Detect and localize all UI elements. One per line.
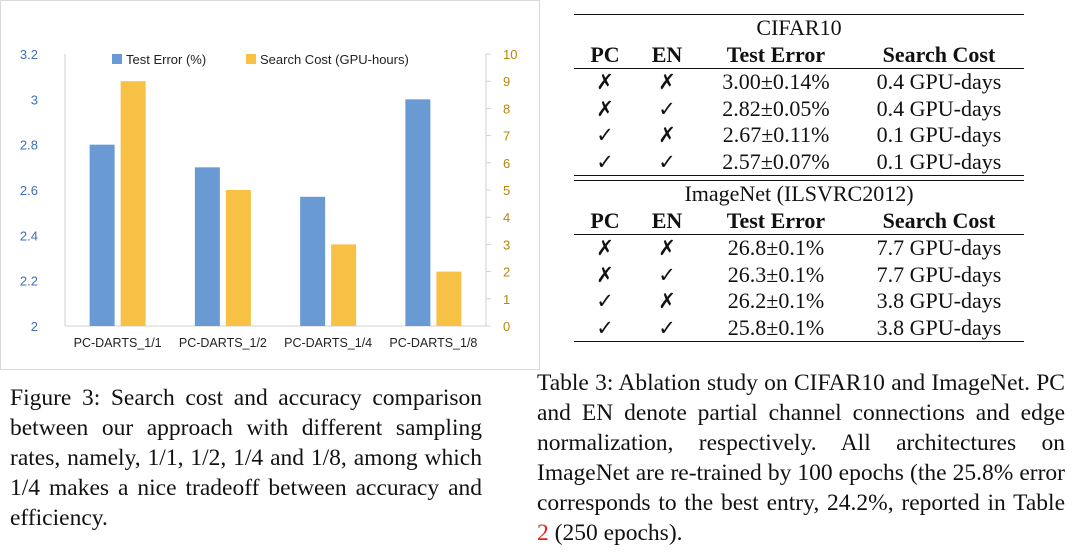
- left-tick-label: 2: [31, 319, 38, 334]
- table-caption: Table 3: Ablation study on CIFAR10 and I…: [537, 368, 1065, 548]
- check-mark-cell: ✗: [658, 70, 676, 95]
- table-cell: 3.8 GPU-days: [876, 288, 1002, 314]
- header-row: PC EN Test Error Search Cost: [574, 41, 1024, 69]
- right-tick-label: 10: [503, 47, 517, 62]
- section-title-row: CIFAR10: [574, 14, 1024, 42]
- section-separator: [574, 175, 1024, 181]
- ablation-table: CIFAR10 PC EN Test Error Search Cost ✗ ✗ 3.00±0…: [574, 14, 1024, 342]
- header-row: PC EN Test Error Search Cost: [574, 207, 1024, 235]
- table-cell: 0.4 GPU-days: [876, 69, 1002, 95]
- table-reference-link[interactable]: 2: [537, 520, 549, 546]
- table-cell: 0.1 GPU-days: [854, 148, 1024, 176]
- table-row: ✗ ✓ 2.82±0.05% 0.4 GPU-days: [574, 96, 1024, 123]
- check-mark-cell: ✓: [596, 289, 614, 314]
- right-tick-label: 4: [503, 210, 510, 225]
- table-cell: 26.3±0.1%: [727, 261, 825, 287]
- right-tick-label: 6: [503, 156, 510, 171]
- table-cell: 7.7 GPU-days: [876, 235, 1002, 261]
- table-cell: 2.82±0.05%: [722, 95, 830, 121]
- column-header: Search Cost: [854, 41, 1024, 69]
- figure-caption: Figure 3: Search cost and accuracy compa…: [10, 383, 482, 533]
- bar-test-error: [194, 167, 220, 326]
- right-tick-label: 9: [503, 74, 510, 89]
- left-tick-label: 2.4: [20, 228, 38, 243]
- check-mark-cell: ✗: [596, 96, 614, 121]
- table-cell: 25.8±0.1%: [698, 314, 854, 342]
- left-tick-label: 2.2: [20, 274, 38, 289]
- check-mark-cell: ✓: [636, 314, 698, 342]
- check-mark-cell: ✓: [574, 314, 636, 342]
- table-caption-text-end: (250 epochs).: [548, 520, 683, 546]
- column-header: EN: [636, 41, 698, 69]
- figure-caption-text: Search cost and accuracy comparison betw…: [10, 385, 483, 531]
- bar-search-cost: [120, 81, 146, 326]
- table-row: ✗ ✗ 26.8±0.1% 7.7 GPU-days: [574, 235, 1024, 262]
- bar-chart: 2 2.2 2.4 2.6 2.8 3 3.2 0 1 2 3 4 5 6 7 8 9 10 PC-DARTS_1/…: [0, 0, 540, 370]
- right-tick-label: 0: [503, 319, 510, 334]
- table-row: ✗ ✓ 26.3±0.1% 7.7 GPU-days: [574, 262, 1024, 289]
- column-header: PC: [574, 207, 636, 235]
- bar-test-error: [89, 144, 115, 326]
- right-tick-label: 2: [503, 265, 510, 280]
- left-tick-label: 3.2: [20, 47, 38, 62]
- table-caption-label: Table 3:: [537, 370, 614, 396]
- x-tick-label: PC-DARTS_1/2: [179, 336, 267, 350]
- check-mark-cell: ✗: [658, 236, 676, 261]
- right-tick-label: 1: [503, 292, 510, 307]
- x-tick-label: PC-DARTS_1/4: [284, 336, 372, 350]
- table-cell: 0.4 GPU-days: [876, 95, 1002, 121]
- bar-test-error: [405, 99, 431, 326]
- check-mark-cell: ✗: [596, 70, 614, 95]
- bar-search-cost: [225, 190, 251, 326]
- check-mark-cell: ✓: [636, 148, 698, 176]
- table-cell: 26.2±0.1%: [727, 288, 825, 314]
- right-tick-label: 8: [503, 101, 510, 116]
- table-caption-text: Ablation study on CIFAR10 and ImageNet. …: [537, 370, 1065, 516]
- check-mark-cell: ✗: [658, 289, 676, 314]
- table-cell: 26.8±0.1%: [727, 235, 825, 261]
- bar-search-cost: [331, 244, 357, 326]
- check-mark-cell: ✓: [596, 123, 614, 148]
- legend-swatch-test-error: [112, 54, 122, 64]
- section-title: ImageNet (ILSVRC2012): [574, 180, 1024, 208]
- check-mark-cell: ✓: [658, 262, 676, 287]
- table-cell: 3.00±0.14%: [722, 69, 830, 95]
- table-row: ✓ ✗ 2.67±0.11% 0.1 GPU-days: [574, 122, 1024, 149]
- table-row: ✓ ✗ 26.2±0.1% 3.8 GPU-days: [574, 288, 1024, 315]
- check-mark-cell: ✗: [596, 236, 614, 261]
- bar-test-error: [300, 196, 326, 326]
- section-title-row: ImageNet (ILSVRC2012): [574, 180, 1024, 208]
- table-cell: 7.7 GPU-days: [876, 261, 1002, 287]
- right-tick-label: 3: [503, 237, 510, 252]
- left-tick-label: 2.8: [20, 138, 38, 153]
- table-cell: 0.1 GPU-days: [876, 122, 1002, 148]
- table-row: ✓ ✓ 2.57±0.07% 0.1 GPU-days: [574, 148, 1024, 176]
- x-tick-label: PC-DARTS_1/1: [74, 336, 162, 350]
- legend-swatch-search-cost: [246, 54, 256, 64]
- column-header: PC: [574, 41, 636, 69]
- left-tick-label: 3: [31, 92, 38, 107]
- check-mark-cell: ✗: [658, 123, 676, 148]
- section-title: CIFAR10: [574, 14, 1024, 42]
- check-mark-cell: ✗: [596, 262, 614, 287]
- table-cell: 2.57±0.07%: [698, 148, 854, 176]
- legend-label-search-cost: Search Cost (GPU-hours): [260, 52, 409, 67]
- left-tick-label: 2.6: [20, 183, 38, 198]
- bar-search-cost: [436, 271, 462, 326]
- right-tick-label: 7: [503, 129, 510, 144]
- right-tick-label: 5: [503, 183, 510, 198]
- table-row: ✗ ✗ 3.00±0.14% 0.4 GPU-days: [574, 69, 1024, 96]
- table-cell: 2.67±0.11%: [722, 122, 830, 148]
- column-header: Test Error: [698, 41, 854, 69]
- figure-caption-label: Figure 3:: [10, 385, 101, 411]
- table-cell: 3.8 GPU-days: [854, 314, 1024, 342]
- legend-label-test-error: Test Error (%): [126, 52, 206, 67]
- x-tick-label: PC-DARTS_1/8: [389, 336, 477, 350]
- check-mark-cell: ✓: [574, 148, 636, 176]
- check-mark-cell: ✓: [658, 96, 676, 121]
- column-header: EN: [636, 207, 698, 235]
- column-header: Search Cost: [854, 207, 1024, 235]
- table-row: ✓ ✓ 25.8±0.1% 3.8 GPU-days: [574, 314, 1024, 342]
- column-header: Test Error: [698, 207, 854, 235]
